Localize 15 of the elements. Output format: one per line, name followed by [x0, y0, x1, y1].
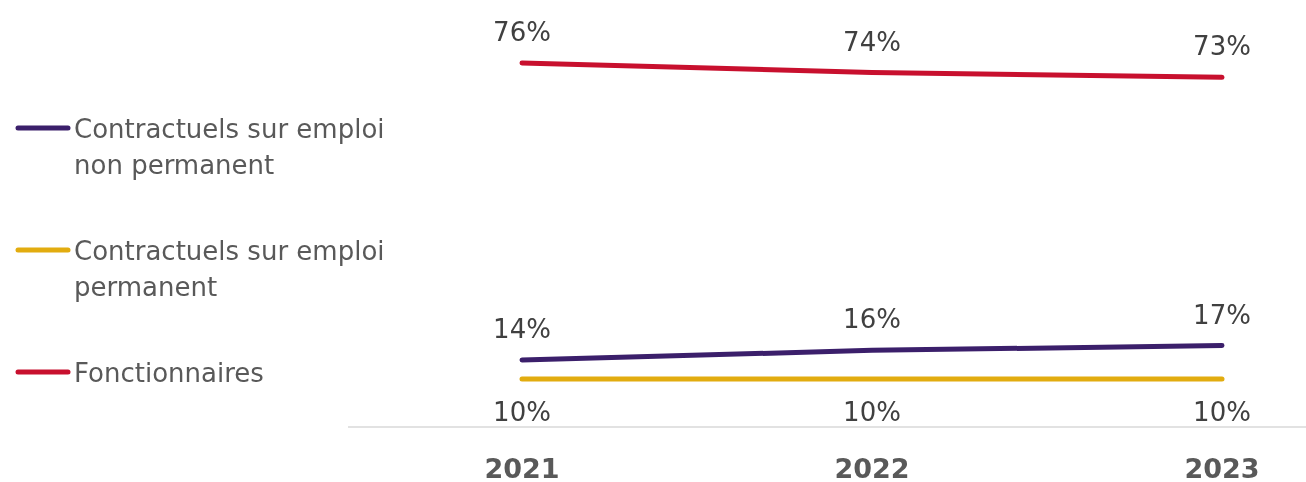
- x-tick-label: 2022: [834, 453, 910, 482]
- data-label: 73%: [1193, 31, 1251, 62]
- data-label: 17%: [1193, 299, 1251, 330]
- data-label: 14%: [493, 313, 551, 344]
- data-label: 74%: [843, 26, 901, 57]
- legend-label: Fonctionnaires: [74, 358, 264, 388]
- data-label: 16%: [843, 304, 901, 335]
- data-label: 10%: [843, 397, 901, 428]
- data-label: 10%: [1193, 397, 1251, 428]
- data-label: 10%: [493, 397, 551, 428]
- legend-label: Contractuels sur emploi non permanent: [74, 114, 385, 180]
- legend-label: Contractuels sur emploi permanent: [74, 236, 385, 302]
- x-tick-label: 2021: [484, 453, 560, 482]
- data-label: 76%: [493, 17, 551, 47]
- x-tick-label: 2023: [1184, 453, 1260, 482]
